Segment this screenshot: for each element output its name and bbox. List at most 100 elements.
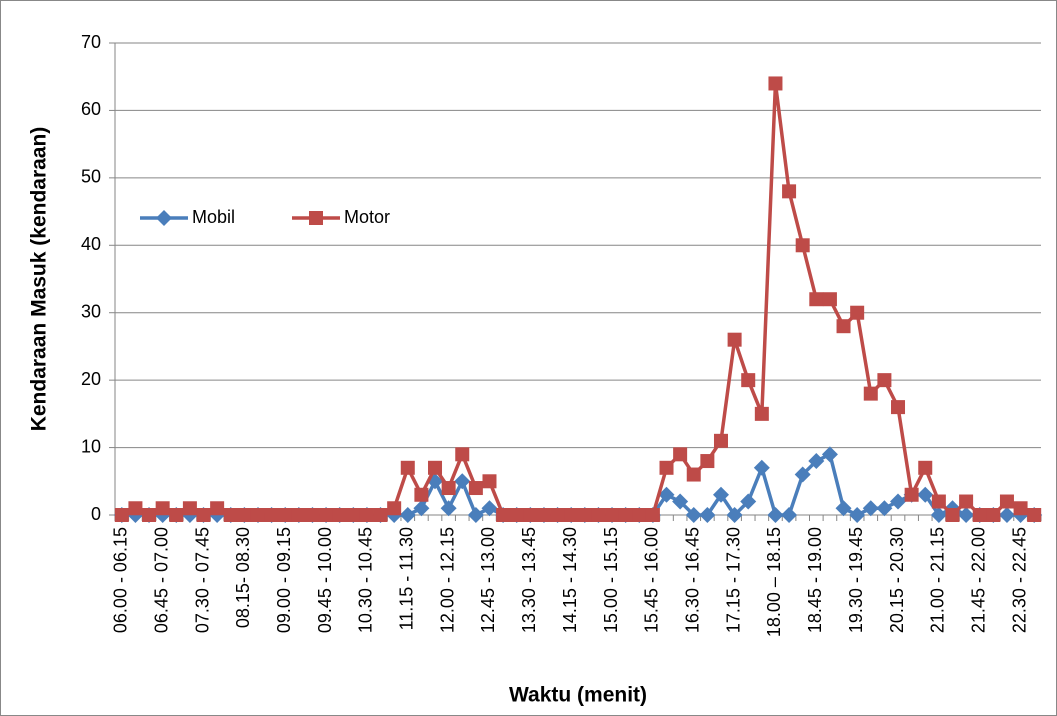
marker — [400, 460, 415, 475]
x-tick-label: 15.45 - 16.00 — [642, 527, 662, 633]
x-tick-label: 08.15- 08.30 — [233, 527, 253, 628]
marker — [440, 500, 457, 517]
marker — [781, 507, 798, 523]
marker — [726, 507, 743, 523]
x-tick-label: 10.30 - 10.45 — [356, 527, 376, 633]
marker — [686, 467, 701, 482]
marker — [713, 433, 728, 448]
y-tick-label: 20 — [81, 369, 101, 389]
marker — [753, 459, 770, 476]
marker — [673, 447, 688, 462]
marker — [428, 460, 443, 475]
x-tick-label: 21.45 - 22.00 — [968, 527, 988, 633]
marker — [182, 501, 197, 516]
marker — [467, 507, 484, 523]
y-tick-label: 50 — [81, 167, 101, 187]
x-tick-label: 09.00 - 09.15 — [274, 527, 294, 633]
marker — [754, 406, 769, 421]
marker — [849, 507, 866, 523]
marker — [291, 508, 306, 522]
y-tick-label: 70 — [81, 32, 101, 52]
marker — [632, 508, 647, 522]
marker — [712, 486, 729, 503]
x-tick-label: 06.45 - 07.00 — [151, 527, 171, 633]
marker — [890, 493, 907, 510]
marker — [455, 447, 470, 462]
marker — [930, 507, 947, 523]
marker — [700, 454, 715, 469]
x-tick-label: 06.00 - 06.15 — [111, 527, 131, 633]
x-tick-label: 15.00 - 15.15 — [601, 527, 621, 633]
marker — [332, 508, 347, 522]
marker — [945, 508, 960, 522]
marker — [591, 508, 606, 522]
marker — [835, 500, 852, 517]
marker — [618, 508, 633, 522]
y-tick-label: 10 — [81, 436, 101, 456]
marker — [509, 508, 524, 522]
y-tick-label: 30 — [81, 301, 101, 321]
x-tick-label: 09.45 - 10.00 — [315, 527, 335, 633]
marker — [917, 486, 934, 503]
marker — [850, 305, 865, 320]
marker — [399, 507, 416, 523]
marker — [441, 481, 456, 496]
marker — [904, 487, 919, 502]
marker — [891, 400, 906, 415]
y-tick-label: 60 — [81, 99, 101, 119]
x-tick-label: 12.00 - 12.15 — [437, 527, 457, 633]
marker — [821, 446, 838, 463]
marker — [413, 500, 430, 517]
marker — [305, 508, 320, 522]
marker — [250, 508, 265, 522]
marker — [237, 508, 252, 522]
x-tick-label: 13.30 - 13.45 — [519, 527, 539, 633]
marker — [959, 494, 974, 509]
marker — [876, 500, 893, 517]
marker — [836, 319, 851, 334]
marker — [210, 501, 225, 516]
marker — [196, 508, 211, 522]
marker — [156, 210, 172, 226]
marker — [414, 487, 429, 502]
marker — [359, 508, 374, 522]
marker — [986, 508, 1001, 522]
marker — [142, 508, 157, 522]
marker — [1013, 501, 1028, 516]
marker — [958, 507, 975, 523]
x-tick-label: 17.15 - 17.30 — [723, 527, 743, 633]
marker — [536, 508, 551, 522]
x-tick-label: 07.30 - 07.45 — [192, 527, 212, 633]
marker — [523, 508, 538, 522]
marker — [346, 508, 361, 522]
marker — [862, 500, 879, 517]
y-tick-label: 40 — [81, 234, 101, 254]
marker — [767, 507, 784, 523]
marker — [918, 460, 933, 475]
y-axis-title: Kendaraan Masuk (kendaraan) — [28, 127, 51, 432]
legend-label: Mobil — [192, 207, 235, 227]
marker — [794, 466, 811, 483]
marker — [727, 332, 742, 347]
marker — [998, 507, 1015, 523]
marker — [223, 508, 238, 522]
legend-label: Motor — [344, 207, 390, 227]
marker — [972, 508, 987, 522]
marker — [782, 184, 797, 199]
marker — [564, 508, 579, 522]
marker — [1027, 508, 1042, 522]
marker — [577, 508, 592, 522]
marker — [768, 76, 783, 91]
marker — [319, 508, 334, 522]
marker — [877, 373, 892, 388]
marker — [454, 473, 471, 490]
marker — [809, 292, 824, 307]
marker — [496, 508, 511, 522]
marker — [699, 507, 716, 523]
marker — [931, 494, 946, 509]
marker — [155, 501, 170, 516]
marker — [685, 507, 702, 523]
